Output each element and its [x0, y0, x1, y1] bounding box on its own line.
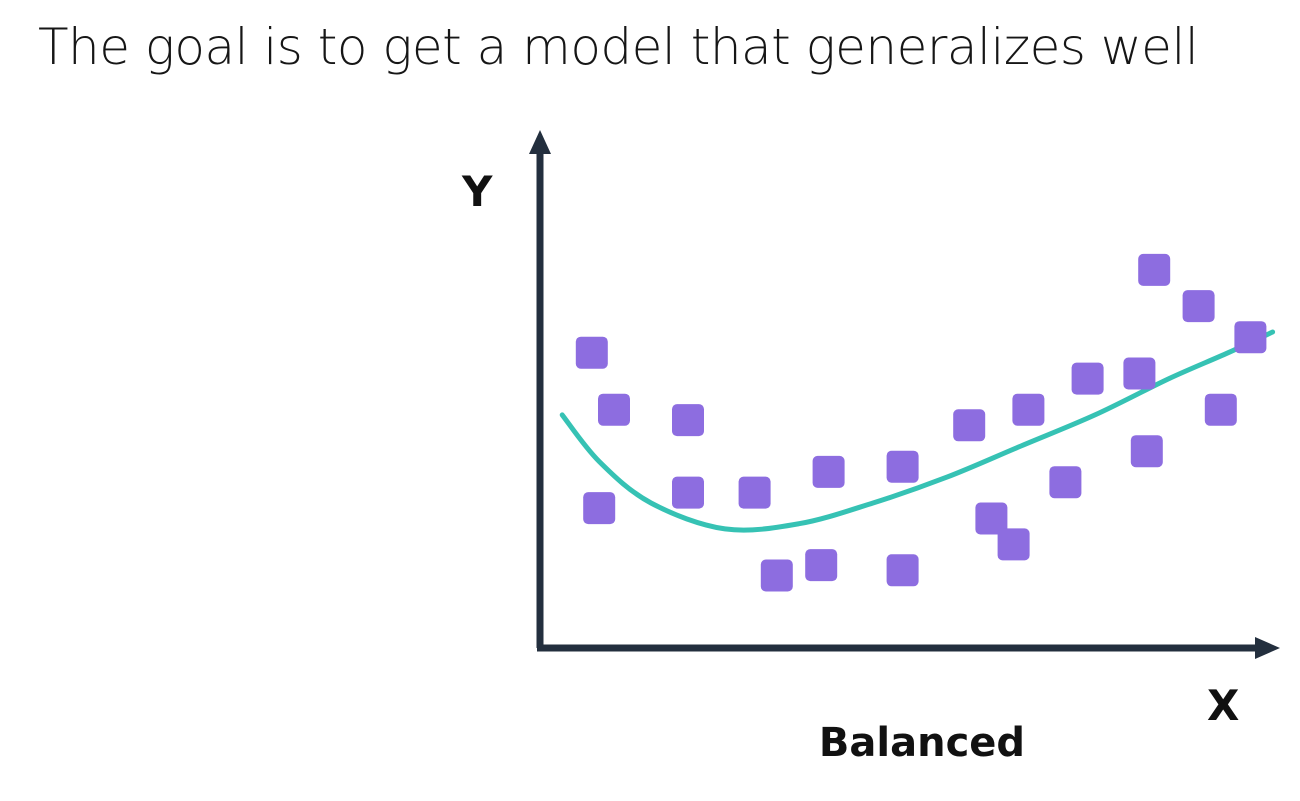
data-point	[1071, 362, 1104, 395]
fit-curve	[559, 329, 1276, 533]
data-point	[886, 554, 919, 587]
data-point	[886, 450, 919, 483]
data-point	[805, 549, 838, 582]
x-axis-arrowhead	[1255, 637, 1280, 659]
data-point	[672, 476, 704, 509]
data-point	[1012, 393, 1045, 426]
data-point	[975, 502, 1008, 535]
data-point	[953, 409, 986, 442]
data-point	[997, 528, 1030, 561]
data-point	[575, 336, 608, 369]
data-point	[1182, 290, 1215, 323]
data-point	[598, 393, 630, 426]
x-axis-label: X	[1207, 681, 1239, 730]
data-point	[1234, 321, 1267, 354]
data-point	[583, 492, 616, 525]
data-point	[1130, 435, 1163, 468]
data-point	[1049, 466, 1082, 499]
data-point	[760, 559, 793, 592]
data-point	[672, 404, 704, 437]
data-point	[1138, 253, 1171, 286]
y-axis-arrowhead	[529, 130, 551, 154]
axes	[529, 130, 1280, 659]
data-points	[575, 253, 1267, 592]
data-point	[1123, 357, 1156, 390]
data-point	[738, 476, 771, 509]
data-point	[812, 455, 845, 488]
y-axis-label: Y	[461, 167, 493, 216]
diagram-caption: Balanced	[819, 720, 1025, 766]
slide-title: The goal is to get a model that generali…	[38, 18, 1199, 76]
data-point	[1204, 393, 1237, 426]
